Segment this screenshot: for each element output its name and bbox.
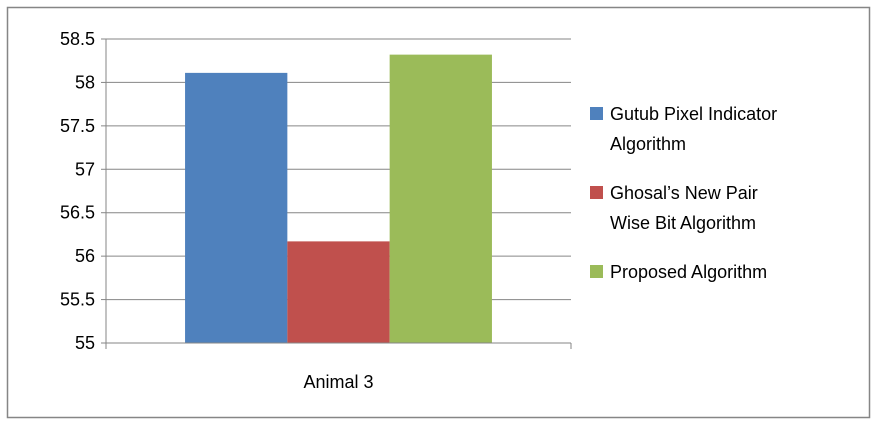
bar-series-0 — [185, 72, 288, 344]
y-tick-label: 56.5 — [60, 203, 95, 223]
legend-label: Ghosal’s New Pair — [610, 183, 758, 203]
x-category-label: Animal 3 — [303, 372, 373, 392]
bar-series-1 — [287, 241, 390, 343]
grid-lines — [106, 38, 571, 301]
y-tick-labels: 55 55.5 56 56.5 57 57.5 58 58.5 — [60, 29, 95, 353]
legend-swatch-0 — [590, 107, 603, 120]
legend-label: Gutub Pixel Indicator — [610, 104, 777, 124]
axes — [101, 38, 572, 349]
y-tick-label: 57.5 — [60, 116, 95, 136]
legend: Gutub Pixel Indicator Algorithm Ghosal’s N… — [590, 104, 777, 282]
y-tick-label: 55 — [75, 333, 95, 353]
bar-group — [185, 54, 492, 344]
legend-label: Proposed Algorithm — [610, 262, 767, 282]
legend-label: Wise Bit Algorithm — [610, 213, 756, 233]
y-tick-label: 58.5 — [60, 29, 95, 49]
y-tick-label: 55.5 — [60, 290, 95, 310]
y-tick-label: 56 — [75, 246, 95, 266]
y-tick-label: 57 — [75, 159, 95, 179]
legend-swatch-1 — [590, 186, 603, 199]
x-category-labels: Animal 3 — [303, 372, 373, 392]
legend-label: Algorithm — [610, 134, 686, 154]
y-tick-label: 58 — [75, 72, 95, 92]
bar-series-2 — [389, 54, 492, 344]
legend-swatch-2 — [590, 265, 603, 278]
